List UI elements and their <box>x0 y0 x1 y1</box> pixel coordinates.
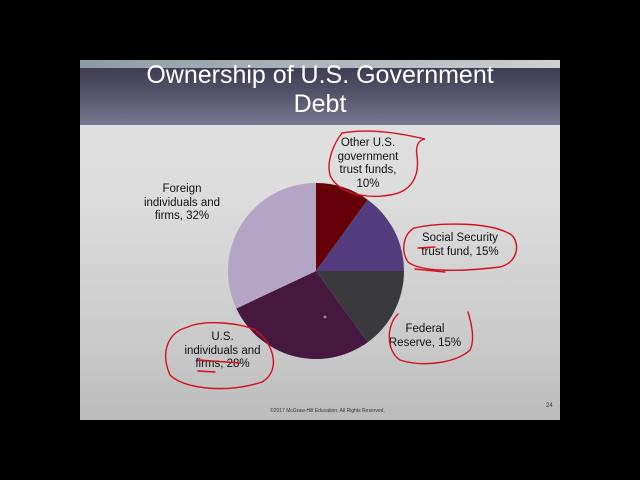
slice-foreign <box>228 183 316 309</box>
copyright-footer: ©2017 McGraw-Hill Education. All Rights … <box>270 408 385 414</box>
page-number: 24 <box>546 403 553 409</box>
title-band <box>80 68 560 125</box>
title-line-2: Debt <box>293 90 347 118</box>
label-other-trust-funds: Other U.S. government trust funds, 10% <box>337 137 399 190</box>
label-federal-reserve: Federal Reserve, 15% <box>388 323 462 349</box>
slice-other-trust-funds <box>316 183 368 271</box>
label-foreign: Foreign individuals and firms, 32% <box>143 183 221 222</box>
slide-top-bar <box>80 60 560 68</box>
label-social-security: Social Security trust fund, 15% <box>421 232 499 258</box>
slice-federal-reserve <box>316 271 404 343</box>
label-us-individuals: U.S. individuals and firms, 28% <box>184 331 261 370</box>
center-dot <box>323 315 327 319</box>
slice-social-security <box>316 199 404 271</box>
slide-title: Ownership of U.S. Government Debt <box>80 60 560 119</box>
slide: Ownership of U.S. Government Debt Other … <box>80 60 560 420</box>
title-line-1: Ownership of U.S. Government <box>146 61 494 89</box>
